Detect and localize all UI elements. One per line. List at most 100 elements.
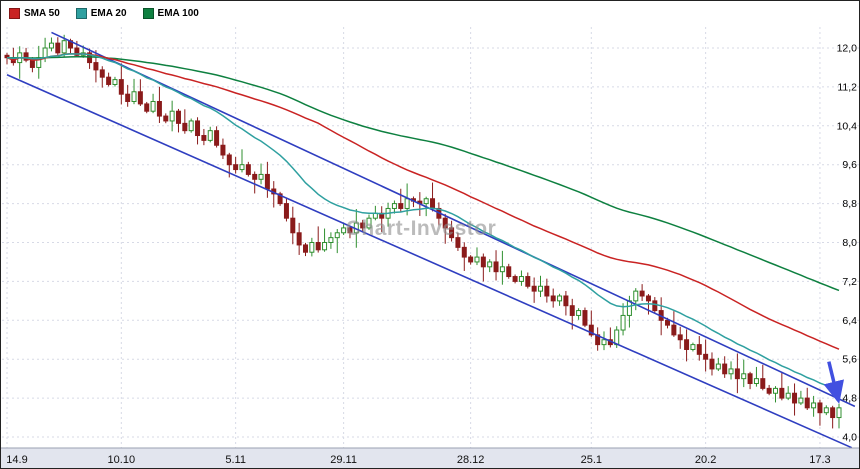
legend-label-ema-20: EMA 20: [90, 7, 127, 19]
candle-body: [531, 285, 537, 292]
candle-body: [137, 91, 143, 105]
indicator-line-ema-100: [6, 56, 840, 292]
candle-body: [830, 407, 836, 419]
candle-body: [328, 237, 334, 243]
candle-body: [404, 198, 410, 209]
candle-body: [277, 193, 283, 205]
candle-body: [290, 217, 296, 234]
candle-body: [753, 378, 759, 385]
candle-body: [817, 402, 823, 414]
candle-body: [99, 69, 105, 78]
candle-body: [792, 392, 798, 404]
candle-body: [569, 305, 575, 316]
candle-body: [677, 334, 683, 341]
x-axis-label: 20.2: [695, 454, 716, 466]
candle-body: [214, 130, 220, 146]
candle-body: [42, 47, 48, 59]
candle-body: [163, 115, 169, 122]
candle-body: [715, 363, 721, 370]
candle-body: [506, 266, 512, 278]
candle-body: [239, 164, 245, 171]
candle-body: [201, 135, 207, 141]
candle-body: [29, 59, 35, 68]
candle-body: [455, 237, 461, 248]
candle-body: [645, 295, 651, 302]
candle-body: [195, 120, 201, 137]
candle-body: [518, 276, 524, 282]
candle-body: [480, 256, 486, 268]
candle-body: [512, 276, 518, 282]
candle-body: [823, 407, 829, 414]
candle-body: [734, 368, 740, 380]
legend-label-sma-50: SMA 50: [24, 7, 60, 19]
candle-body: [684, 339, 690, 350]
candle-body: [144, 103, 150, 112]
x-axis-label: 14.9: [6, 454, 27, 466]
candle-body: [309, 242, 315, 253]
candle-body: [760, 378, 766, 389]
y-axis-label: 12,0: [837, 43, 858, 55]
legend-label-ema-100: EMA 100: [157, 7, 199, 19]
candle-body: [493, 261, 499, 273]
candle-body: [112, 79, 118, 85]
candle-body: [671, 324, 677, 336]
candle-body: [106, 76, 112, 85]
candle-body: [315, 242, 321, 251]
candle-body: [626, 300, 632, 316]
candle-body: [366, 217, 372, 229]
candle-body: [423, 198, 429, 205]
candle-body: [741, 373, 747, 380]
candle-body: [264, 173, 270, 190]
candle-body: [633, 290, 639, 302]
candle-body: [322, 242, 328, 251]
y-axis-label: 4,0: [842, 432, 857, 444]
candle-body: [449, 227, 455, 239]
candle-body: [347, 227, 353, 234]
candle-body: [487, 261, 493, 268]
indicator-line-ema-20: [6, 53, 840, 392]
candle-body: [804, 397, 810, 409]
candle-body: [23, 52, 29, 61]
candle-body: [652, 300, 658, 312]
x-axis-label: 17.3: [809, 454, 830, 466]
candle-body: [696, 344, 702, 355]
legend: SMA 50 EMA 20 EMA 100: [1, 1, 859, 25]
candle-body: [258, 173, 264, 180]
sma-50-swatch-icon: [9, 7, 20, 19]
candle-body: [728, 368, 734, 375]
candle-body: [665, 319, 671, 326]
candle-body: [74, 47, 80, 56]
candle-body: [620, 314, 626, 331]
candle-body: [182, 122, 188, 132]
candle-body: [544, 285, 550, 297]
candle-body: [398, 203, 404, 209]
y-axis-label: 8,8: [842, 198, 857, 210]
candle-body: [252, 173, 258, 180]
candle-body: [468, 256, 474, 263]
candle-body: [245, 164, 251, 175]
candle-body: [785, 392, 791, 399]
y-axis-label: 11,2: [837, 81, 857, 93]
x-axis-label: 28.12: [457, 454, 485, 466]
trend-channel: [6, 31, 856, 449]
candle-body: [690, 344, 696, 350]
y-axis-labels: 12,0 11,2 10,4 9,6 8,8 8,0 7,2 6,4 5,6 4,8 4,0: [837, 43, 858, 444]
candle-body: [461, 246, 467, 258]
candle-body: [811, 402, 817, 409]
candle-body: [188, 120, 194, 132]
candle-body: [48, 42, 54, 49]
legend-item-ema-20: EMA 20: [75, 7, 127, 19]
candle-body: [303, 244, 309, 253]
candle-body: [582, 310, 588, 326]
candle-body: [766, 387, 772, 394]
candle-body: [601, 339, 607, 346]
candle-body: [391, 203, 397, 209]
y-axis-label: 4,8: [842, 393, 857, 405]
gridlines: [2, 27, 859, 448]
candle-body: [175, 110, 181, 124]
y-axis-label: 6,4: [842, 315, 857, 327]
candle-body: [537, 285, 543, 292]
y-axis-label: 9,6: [842, 159, 857, 171]
y-axis-label: 7,2: [842, 276, 857, 288]
